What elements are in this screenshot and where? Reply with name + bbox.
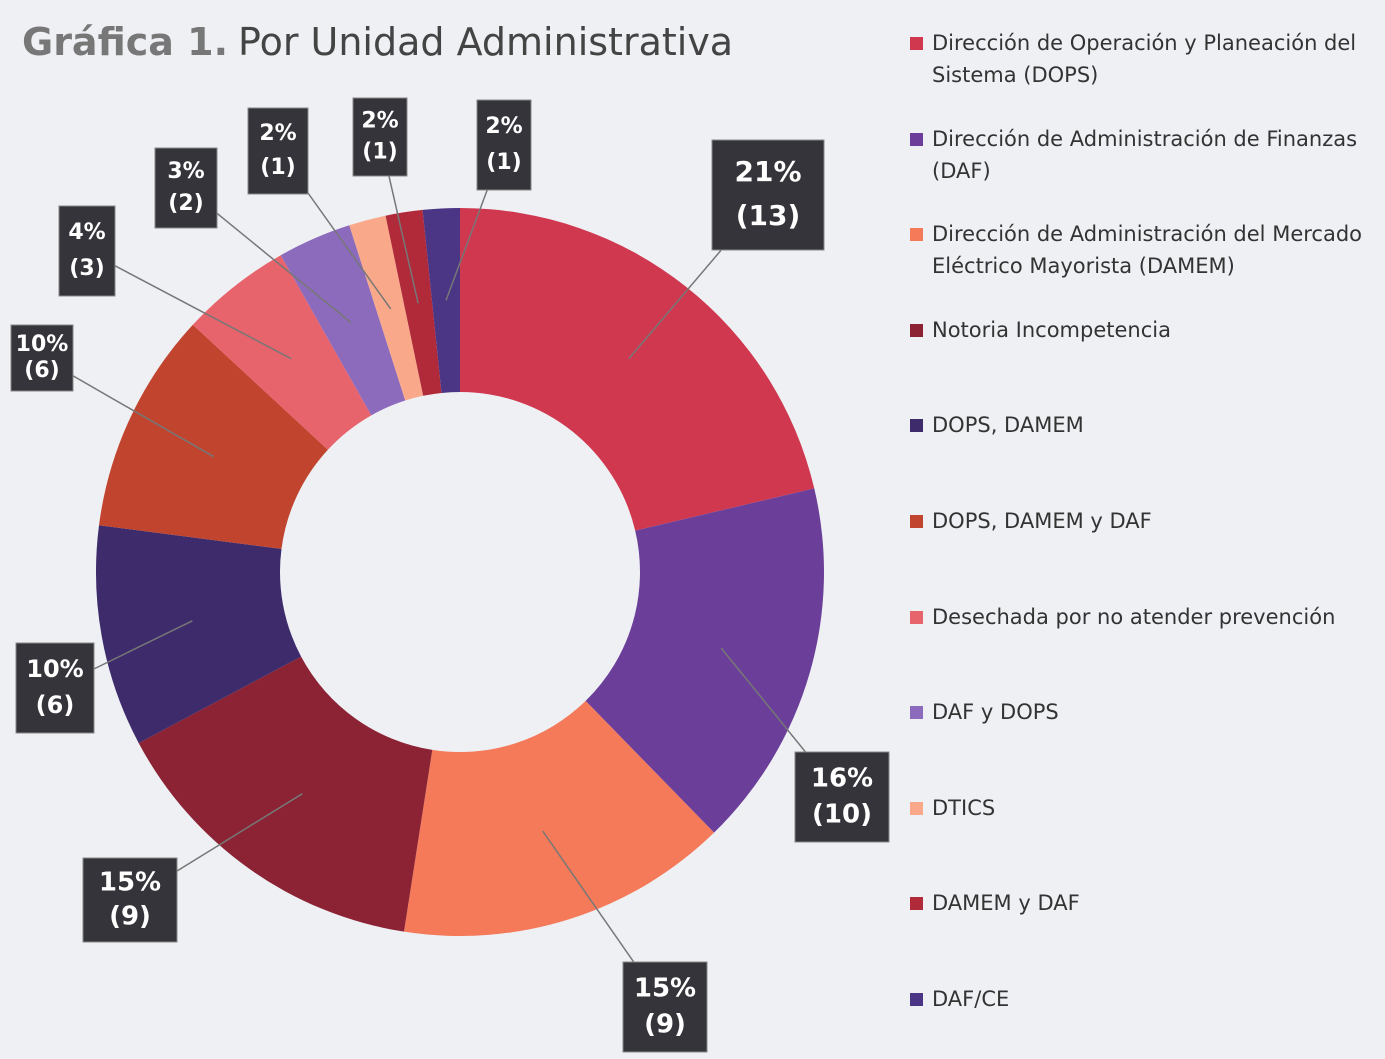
- legend-item: DAF y DOPS: [908, 696, 1378, 728]
- percentage-label: 15%: [634, 974, 696, 1004]
- donut-slice: [385, 209, 442, 396]
- label-box: [154, 147, 218, 229]
- legend-label: DOPS, DAMEM y DAF: [932, 509, 1152, 533]
- title-number: Gráfica 1.: [22, 20, 228, 64]
- legend-label: Dirección de Administración del Mercado …: [932, 222, 1362, 279]
- legend-swatch: [910, 897, 923, 911]
- value-label: (10): [812, 800, 872, 830]
- legend-label: Dirección de Administración de Finanzas …: [932, 126, 1358, 183]
- donut-slice: [349, 215, 424, 401]
- donut-slice: [403, 700, 715, 936]
- donut-slice: [99, 324, 328, 549]
- value-label: (3): [69, 256, 104, 281]
- legend-label: DAF/CE: [932, 987, 1010, 1011]
- donut-slice: [422, 208, 460, 393]
- legend-label: DAMEM y DAF: [932, 891, 1080, 916]
- legend-swatch: [910, 993, 923, 1006]
- value-label: (1): [260, 155, 295, 180]
- legend-item: Dirección de Administración del Mercado …: [908, 218, 1378, 282]
- value-label: (6): [36, 691, 75, 719]
- label-box: [476, 99, 532, 191]
- percentage-label: 21%: [734, 155, 801, 188]
- legend-swatch: [910, 801, 923, 815]
- legend-label: DOPS, DAMEM: [932, 413, 1084, 438]
- value-label: (6): [24, 358, 59, 383]
- legend-item: DTICS: [908, 792, 1378, 824]
- value-label: (9): [644, 1010, 686, 1040]
- chart: Gráfica 1. Por Unidad Administrativa 21% (…: [10, 20, 890, 1053]
- label-box: [711, 139, 825, 251]
- legend-swatch: [910, 706, 923, 720]
- label-box: [794, 751, 890, 843]
- percentage-label: 10%: [26, 655, 83, 683]
- legend-swatch: [910, 37, 923, 50]
- legend-item: Notoria Incompetencia: [908, 314, 1378, 346]
- label-box: [10, 324, 74, 392]
- legend-label: DTICS: [932, 795, 996, 820]
- percentage-label: 2%: [361, 108, 398, 133]
- value-label: (1): [486, 150, 521, 175]
- legend-item: DAMEM y DAF: [908, 887, 1378, 919]
- legend-item: DAF/CE: [908, 983, 1378, 1015]
- percentage-label: 2%: [485, 114, 522, 139]
- label-box: [58, 205, 116, 297]
- leader-line: [86, 250, 292, 360]
- legend-label: Notoria Incompetencia: [932, 317, 1171, 342]
- value-label: (13): [736, 199, 801, 232]
- legend-label: DAF y DOPS: [932, 700, 1059, 725]
- donut-slice: [95, 525, 302, 744]
- value-label: (1): [362, 140, 397, 165]
- legend-swatch: [910, 419, 923, 433]
- legend-label: Dirección de Operación y Planeación del …: [932, 31, 1357, 87]
- legend-swatch: [910, 515, 923, 528]
- donut-slice: [460, 208, 815, 531]
- percentage-label: 3%: [167, 159, 204, 184]
- percentage-label: 4%: [68, 220, 105, 245]
- donut-slice: [192, 255, 372, 450]
- legend-item: DOPS, DAMEM: [908, 409, 1378, 441]
- value-label: (9): [109, 901, 151, 931]
- value-label: (2): [168, 191, 203, 216]
- legend-item: DOPS, DAMEM y DAF: [908, 505, 1378, 537]
- legend-swatch: [910, 228, 923, 242]
- donut-slice: [585, 488, 824, 833]
- percentage-label: 2%: [259, 121, 296, 146]
- label-box: [247, 107, 309, 195]
- label-box: [82, 857, 178, 943]
- legend-swatch: [910, 323, 923, 337]
- legend-item: Dirección de Administración de Finanzas …: [908, 123, 1378, 187]
- legend-item: Dirección de Operación y Planeación del …: [908, 27, 1378, 91]
- percentage-label: 10%: [16, 332, 69, 357]
- donut-slice: [280, 225, 406, 416]
- percentage-label: 16%: [811, 764, 873, 794]
- label-box: [15, 642, 95, 734]
- legend-label: Desechada por no atender prevención: [932, 604, 1336, 629]
- title-text: Por Unidad Administrativa: [238, 20, 733, 64]
- percentage-label: 15%: [99, 868, 161, 898]
- donut-slice: [138, 656, 433, 932]
- legend-item: Desechada por no atender prevención: [908, 601, 1378, 633]
- label-box: [622, 961, 708, 1053]
- chart-title: Gráfica 1. Por Unidad Administrativa: [22, 20, 733, 64]
- legend-swatch: [910, 132, 923, 146]
- label-box: [352, 97, 408, 177]
- legend-swatch: [910, 610, 923, 624]
